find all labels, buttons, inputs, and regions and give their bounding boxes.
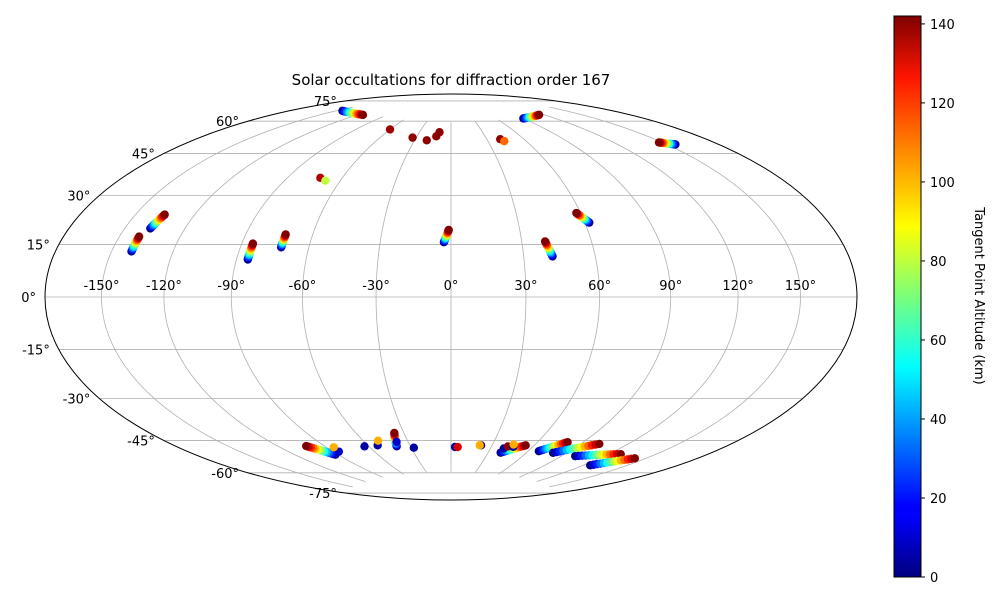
- meridian-line: [536, 112, 739, 482]
- colorbar: 0 20 40 60 80 100 120 140 Tangent Point Altitud…: [893, 15, 986, 586]
- data-point: [408, 133, 417, 142]
- colorbar-tick-label: 0: [930, 571, 938, 586]
- data-point: [654, 138, 664, 147]
- colorbar-tick-label: 60: [930, 334, 947, 349]
- data-point: [248, 239, 258, 248]
- data-point: [435, 128, 444, 137]
- meridian-line: [301, 119, 404, 475]
- meridian-line: [549, 106, 801, 488]
- colorbar-tick-label: 40: [930, 413, 947, 428]
- data-point: [134, 232, 144, 241]
- y-tick-label: -75°: [309, 487, 337, 502]
- meridian-line: [475, 121, 527, 473]
- data-point: [302, 441, 311, 451]
- data-point: [281, 230, 290, 239]
- data-point: [540, 237, 550, 246]
- x-tick-label: 60°: [588, 279, 611, 294]
- colorbar-tick-label: 140: [930, 18, 955, 33]
- latitude-tick-labels: 75° 60° 45° 30° 15° 0° -15° -30° -45° -60° -75°: [21, 95, 337, 502]
- y-tick-label: 0°: [21, 291, 36, 306]
- meridian-line: [230, 116, 383, 478]
- x-tick-label: 120°: [722, 279, 753, 294]
- y-tick-label: 45°: [132, 147, 155, 162]
- data-point: [422, 136, 431, 145]
- x-tick-label: -120°: [146, 279, 182, 294]
- x-tick-label: -30°: [362, 279, 390, 294]
- meridian-line: [498, 119, 601, 475]
- data-point: [521, 441, 530, 450]
- data-point: [453, 442, 462, 452]
- y-tick-label: 60°: [216, 115, 239, 130]
- colorbar-gradient: [893, 15, 922, 578]
- graticule: [45, 100, 857, 494]
- data-point: [358, 110, 368, 120]
- data-point: [160, 210, 169, 219]
- data-point: [321, 176, 330, 185]
- y-tick-label: -45°: [127, 435, 155, 450]
- x-tick-label: 0°: [444, 279, 459, 294]
- x-tick-label: 90°: [659, 279, 682, 294]
- y-tick-label: -15°: [22, 344, 50, 359]
- colorbar-tick-label: 80: [930, 255, 947, 270]
- data-point: [444, 225, 453, 235]
- colorbar-tick-label: 20: [930, 492, 947, 507]
- data-point: [329, 443, 338, 452]
- chart-title: Solar occultations for diffraction order…: [292, 71, 611, 89]
- meridian-line: [375, 121, 427, 473]
- y-tick-label: 30°: [67, 190, 90, 205]
- y-tick-label: -60°: [211, 467, 239, 482]
- x-tick-label: -90°: [217, 279, 245, 294]
- data-point: [360, 442, 369, 451]
- y-tick-label: 75°: [314, 95, 337, 110]
- colorbar-tick-label: 100: [930, 176, 955, 191]
- data-point: [534, 110, 544, 120]
- colorbar-label: Tangent Point Altitude (km): [971, 206, 986, 384]
- data-point: [595, 439, 604, 449]
- meridian-line: [101, 106, 353, 488]
- colorbar-tick-label: 120: [930, 97, 955, 112]
- y-tick-label: -30°: [63, 393, 91, 408]
- map-outline: [44, 93, 858, 501]
- data-point: [409, 443, 419, 452]
- x-tick-label: 150°: [785, 279, 816, 294]
- data-point: [392, 437, 401, 447]
- data-point: [475, 441, 484, 450]
- meridian-line: [519, 116, 672, 478]
- data-point: [373, 436, 383, 445]
- longitude-tick-labels: -150° -120° -90° -60° -30° 0° 30° 60° 90° 120° 150…: [83, 279, 816, 294]
- data-point: [509, 440, 518, 449]
- map-area: -150° -120° -90° -60° -30° 0° 30° 60° 90° 120° 150…: [21, 93, 858, 502]
- meridian-line: [163, 112, 366, 482]
- colorbar-ticks: 0 20 40 60 80 100 120 140: [921, 18, 955, 586]
- x-tick-label: 30°: [514, 279, 537, 294]
- x-tick-label: -60°: [289, 279, 317, 294]
- data-points: [127, 106, 680, 470]
- data-point: [385, 125, 395, 134]
- x-tick-label: -150°: [83, 279, 119, 294]
- y-tick-label: 15°: [27, 238, 50, 253]
- data-point: [630, 454, 640, 463]
- data-point: [500, 136, 509, 146]
- data-point: [390, 428, 399, 438]
- data-point: [572, 208, 581, 218]
- data-point: [563, 437, 572, 447]
